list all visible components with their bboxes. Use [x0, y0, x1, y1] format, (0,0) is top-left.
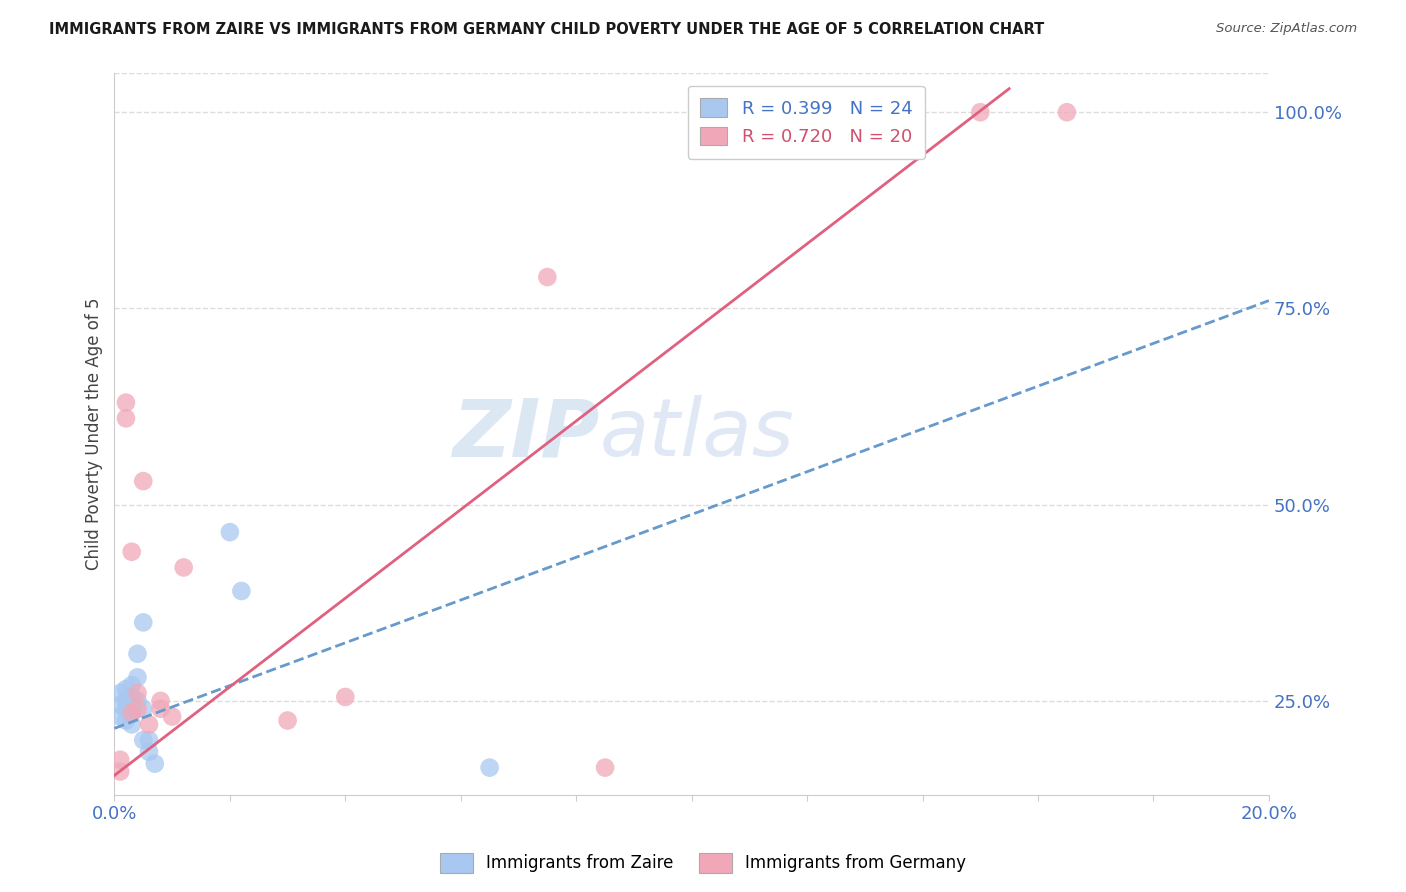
Point — [969, 105, 991, 120]
Point — [149, 694, 172, 708]
Point — [218, 525, 240, 540]
Text: IMMIGRANTS FROM ZAIRE VS IMMIGRANTS FROM GERMANY CHILD POVERTY UNDER THE AGE OF : IMMIGRANTS FROM ZAIRE VS IMMIGRANTS FROM… — [49, 22, 1045, 37]
Point — [108, 709, 131, 723]
Point — [121, 702, 143, 716]
Point — [143, 756, 166, 771]
Point — [127, 647, 149, 661]
Text: atlas: atlas — [599, 395, 794, 473]
Legend: Immigrants from Zaire, Immigrants from Germany: Immigrants from Zaire, Immigrants from G… — [433, 847, 973, 880]
Point — [121, 678, 143, 692]
Point — [127, 702, 149, 716]
Point — [108, 686, 131, 700]
Point — [121, 706, 143, 720]
Point — [115, 694, 138, 708]
Point — [149, 702, 172, 716]
Point — [1056, 105, 1078, 120]
Point — [115, 714, 138, 728]
Point — [138, 717, 160, 731]
Point — [127, 670, 149, 684]
Legend: R = 0.399   N = 24, R = 0.720   N = 20: R = 0.399 N = 24, R = 0.720 N = 20 — [688, 86, 925, 159]
Point — [121, 690, 143, 704]
Text: Source: ZipAtlas.com: Source: ZipAtlas.com — [1216, 22, 1357, 36]
Point — [277, 714, 299, 728]
Point — [108, 753, 131, 767]
Point — [121, 545, 143, 559]
Point — [115, 395, 138, 409]
Point — [121, 717, 143, 731]
Point — [127, 686, 149, 700]
Point — [478, 761, 501, 775]
Point — [115, 411, 138, 425]
Point — [127, 694, 149, 708]
Point — [108, 764, 131, 779]
Point — [132, 702, 155, 716]
Point — [121, 706, 143, 720]
Point — [160, 709, 183, 723]
Text: ZIP: ZIP — [451, 395, 599, 473]
Point — [132, 474, 155, 488]
Point — [115, 682, 138, 697]
Point — [173, 560, 195, 574]
Point — [132, 733, 155, 747]
Point — [138, 745, 160, 759]
Y-axis label: Child Poverty Under the Age of 5: Child Poverty Under the Age of 5 — [86, 298, 103, 570]
Point — [108, 698, 131, 712]
Point — [593, 761, 616, 775]
Point — [138, 733, 160, 747]
Point — [335, 690, 357, 704]
Point — [536, 270, 558, 285]
Point — [132, 615, 155, 630]
Point — [115, 702, 138, 716]
Point — [231, 584, 253, 599]
